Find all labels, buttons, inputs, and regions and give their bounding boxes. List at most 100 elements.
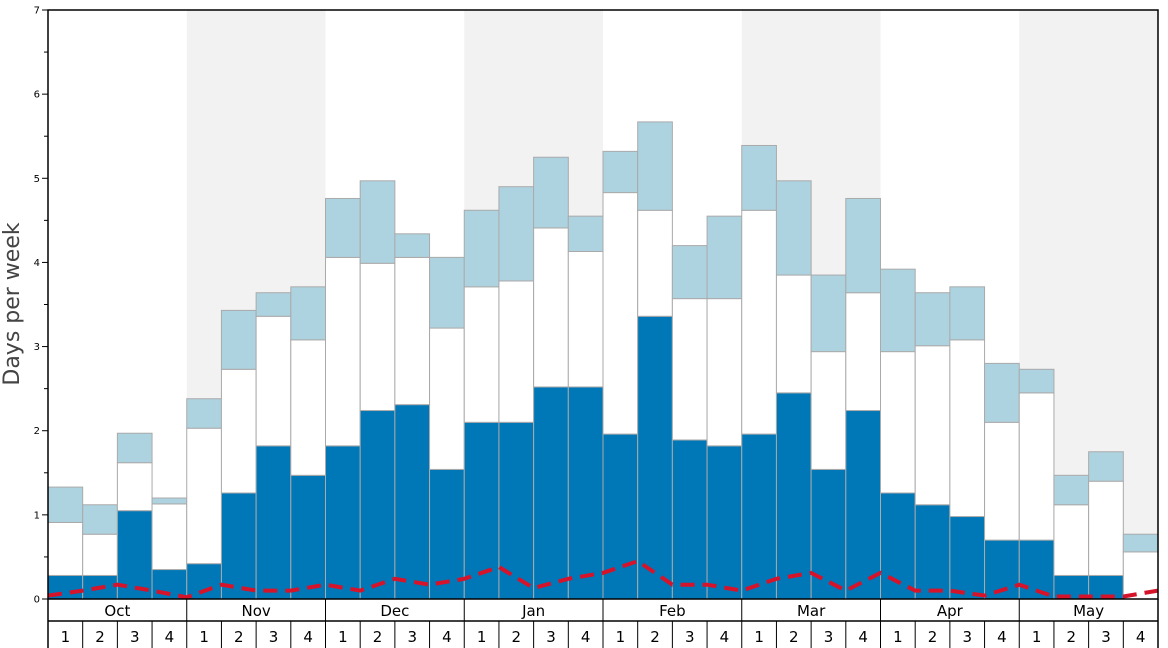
week-label: 4 — [997, 628, 1007, 646]
bar-top-segment — [984, 362, 1020, 423]
bar-top-segment — [914, 292, 951, 347]
bar-dark-segment — [949, 516, 986, 600]
week-label: 3 — [269, 628, 279, 646]
bar-top-segment — [325, 197, 361, 258]
bar-top-segment — [602, 150, 639, 194]
bar-middle-segment — [1088, 480, 1124, 576]
week-label: 2 — [512, 628, 522, 646]
bar-middle-segment — [290, 339, 326, 476]
bar-top-segment — [1053, 474, 1090, 506]
y-tick-label: 1 — [34, 510, 40, 521]
week-label: 2 — [373, 628, 383, 646]
y-tick-label: 2 — [34, 426, 40, 437]
bar-top-segment — [741, 144, 777, 211]
bar-top-segment — [47, 486, 84, 523]
bar-top-segment — [82, 504, 118, 535]
week-label: 2 — [1067, 628, 1077, 646]
week-label: 4 — [581, 628, 591, 646]
week-label: 2 — [789, 628, 799, 646]
y-tick-label: 0 — [34, 595, 40, 606]
bar-top-segment — [671, 245, 708, 300]
bar-top-segment — [1018, 368, 1055, 394]
month-label: Apr — [937, 602, 964, 620]
bar-dark-segment — [220, 492, 257, 600]
bar-middle-segment — [775, 274, 812, 394]
bar-dark-segment — [567, 386, 604, 600]
bar-middle-segment — [671, 298, 708, 441]
y-axis-label: Days per week — [0, 222, 25, 385]
bar-top-segment — [637, 121, 673, 211]
bar-dark-segment — [602, 433, 639, 600]
bar-dark-segment — [255, 445, 292, 600]
bar-top-segment — [845, 197, 881, 294]
month-label: Jan — [521, 602, 545, 620]
bar-middle-segment — [82, 533, 118, 576]
bar-top-segment — [151, 497, 188, 505]
bar-middle-segment — [463, 286, 500, 423]
bar-dark-segment — [914, 504, 951, 600]
bar-middle-segment — [637, 209, 673, 317]
month-label: Oct — [104, 602, 130, 620]
bar-middle-segment — [1018, 392, 1055, 541]
month-label: Dec — [380, 602, 409, 620]
bar-dark-segment — [637, 315, 673, 600]
bar-top-segment — [567, 215, 604, 252]
y-tick-label: 5 — [34, 174, 40, 185]
bar-top-segment — [949, 286, 986, 341]
bar-dark-segment — [290, 474, 326, 600]
bar-middle-segment — [429, 327, 465, 470]
week-label: 1 — [1032, 628, 1042, 646]
bar-dark-segment — [463, 421, 500, 600]
month-label: Feb — [659, 602, 686, 620]
week-label: 1 — [338, 628, 348, 646]
bar-dark-segment — [810, 468, 847, 600]
week-label: 1 — [61, 628, 71, 646]
week-label: 1 — [199, 628, 209, 646]
bar-middle-segment — [325, 256, 361, 447]
y-tick-label: 4 — [34, 258, 40, 269]
bar-middle-segment — [186, 427, 222, 565]
bar-top-segment — [290, 286, 326, 341]
week-label: 3 — [824, 628, 834, 646]
bar-dark-segment — [706, 445, 743, 600]
week-label: 1 — [616, 628, 626, 646]
bar-dark-segment — [186, 563, 222, 600]
bar-top-segment — [186, 398, 222, 429]
bars — [47, 121, 1159, 600]
week-label: 3 — [962, 628, 972, 646]
week-label: 3 — [130, 628, 140, 646]
bar-middle-segment — [359, 262, 396, 412]
bar-middle-segment — [949, 339, 986, 518]
week-label: 4 — [720, 628, 730, 646]
bar-middle-segment — [116, 462, 153, 512]
bar-middle-segment — [498, 280, 535, 423]
bar-middle-segment — [845, 292, 881, 412]
week-label: 3 — [407, 628, 417, 646]
bar-dark-segment — [429, 468, 465, 600]
month-label: May — [1073, 602, 1104, 620]
bar-top-segment — [880, 268, 916, 353]
bar-middle-segment — [706, 298, 743, 447]
bar-top-segment — [1088, 451, 1124, 482]
y-tick-label: 7 — [34, 6, 40, 17]
week-label: 1 — [754, 628, 764, 646]
bar-middle-segment — [880, 351, 916, 494]
bar-middle-segment — [741, 209, 777, 435]
bar-dark-segment — [845, 410, 881, 600]
bar-top-segment — [533, 156, 569, 229]
bar-top-segment — [394, 233, 431, 258]
y-tick-label: 6 — [34, 90, 40, 101]
bar-top-segment — [498, 186, 535, 282]
bar-middle-segment — [810, 351, 847, 470]
bar-middle-segment — [394, 256, 431, 406]
bar-middle-segment — [1053, 504, 1090, 576]
week-label: 2 — [95, 628, 105, 646]
week-label: 4 — [442, 628, 452, 646]
week-label: 3 — [1101, 628, 1111, 646]
bar-top-segment — [706, 215, 743, 300]
week-label: 3 — [546, 628, 556, 646]
week-label: 1 — [893, 628, 903, 646]
dashed-line-series — [47, 558, 1159, 600]
bar-top-segment — [255, 292, 292, 317]
